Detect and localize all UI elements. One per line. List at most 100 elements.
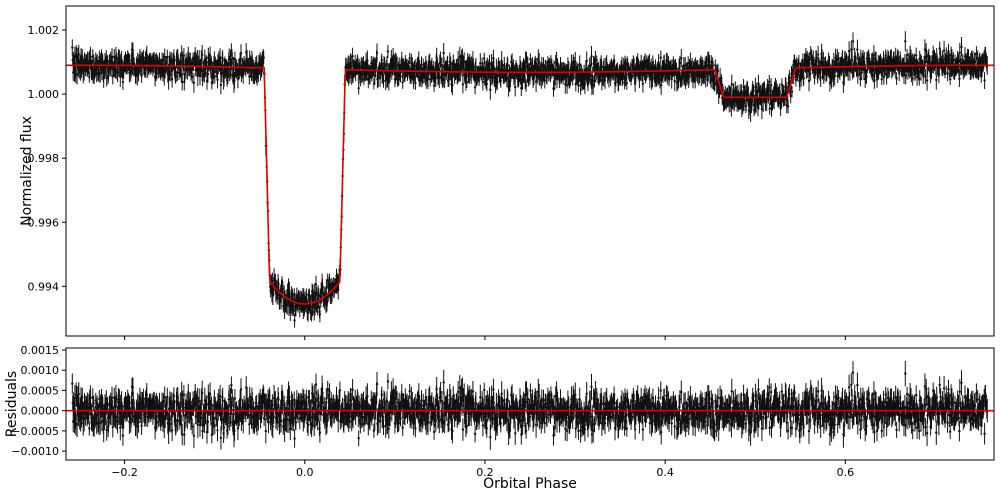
residual-point xyxy=(182,393,186,397)
residual-point xyxy=(115,398,118,401)
y-tick-label: 0.998 xyxy=(28,152,60,165)
residual-point xyxy=(97,425,101,429)
flux-point xyxy=(905,53,909,57)
residual-point xyxy=(168,418,171,421)
residual-point xyxy=(222,426,226,429)
flux-point xyxy=(538,61,541,64)
flux-point xyxy=(233,79,236,82)
flux-point xyxy=(330,282,333,285)
flux-point xyxy=(729,94,732,97)
flux-point xyxy=(872,54,876,57)
flux-point xyxy=(281,287,284,290)
residual-point xyxy=(228,394,231,397)
flux-point xyxy=(925,79,929,82)
flux-point xyxy=(603,78,607,82)
flux-point xyxy=(609,74,612,78)
residual-point xyxy=(106,403,109,406)
residual-point xyxy=(144,412,148,415)
residual-point xyxy=(231,396,234,399)
flux-point xyxy=(880,78,883,81)
residual-point xyxy=(186,416,189,419)
flux-point xyxy=(130,70,133,73)
flux-point xyxy=(684,64,687,67)
residual-point xyxy=(169,422,172,426)
flux-point xyxy=(687,61,690,65)
flux-point xyxy=(483,57,486,60)
residual-point xyxy=(137,421,140,424)
flux-point xyxy=(942,49,946,52)
residual-point xyxy=(75,423,79,426)
residual-point xyxy=(209,411,213,415)
flux-point xyxy=(949,78,952,81)
flux-point xyxy=(938,47,941,50)
flux-point xyxy=(904,40,907,43)
flux-point xyxy=(616,68,619,71)
flux-point xyxy=(545,75,549,79)
residual-point xyxy=(116,420,119,423)
flux-point xyxy=(754,86,757,89)
residual-point xyxy=(166,395,169,399)
residual-point xyxy=(155,421,159,424)
flux-point xyxy=(489,88,492,91)
flux-point xyxy=(200,70,203,73)
residual-point xyxy=(134,422,138,426)
flux-point xyxy=(895,77,898,80)
residual-point xyxy=(110,396,114,399)
residual-point xyxy=(119,426,122,429)
flux-point xyxy=(481,80,485,84)
flux-point xyxy=(106,60,109,63)
flux-point xyxy=(951,69,954,72)
flux-point xyxy=(859,77,862,81)
flux-point xyxy=(479,62,482,65)
flux-point xyxy=(226,76,230,79)
residual-point xyxy=(120,401,123,405)
flux-point xyxy=(543,79,546,82)
flux-point xyxy=(625,82,628,85)
flux-point xyxy=(975,52,978,55)
flux-point xyxy=(790,90,794,93)
flux-point xyxy=(88,75,91,79)
residual-point xyxy=(172,394,176,398)
residual-point xyxy=(181,433,184,436)
flux-point xyxy=(967,56,970,60)
light-curve-panel: 0.994 0.996 0.998 1.000 1.002 Normalized flu… xyxy=(19,5,995,340)
flux-point xyxy=(326,279,329,282)
flux-point xyxy=(385,63,389,66)
flux-point xyxy=(163,55,166,59)
flux-point xyxy=(659,71,662,74)
flux-point xyxy=(495,67,498,70)
residual-point xyxy=(203,422,206,425)
flux-point xyxy=(210,61,213,64)
flux-point xyxy=(915,54,918,57)
flux-point xyxy=(206,72,210,76)
flux-point xyxy=(713,82,716,86)
residual-point xyxy=(196,423,199,427)
flux-point xyxy=(816,53,820,56)
flux-point xyxy=(115,56,118,60)
flux-point xyxy=(439,58,442,61)
residual-point xyxy=(73,397,77,400)
flux-point xyxy=(716,69,720,73)
flux-point xyxy=(657,61,660,64)
flux-point xyxy=(673,79,676,83)
flux-point xyxy=(660,83,663,87)
flux-point xyxy=(89,55,92,58)
flux-point xyxy=(221,59,224,62)
residual-point xyxy=(201,391,204,395)
flux-point xyxy=(155,72,159,75)
residual-point xyxy=(191,425,194,428)
flux-point xyxy=(239,52,243,55)
residual-point xyxy=(101,404,105,408)
flux-point xyxy=(248,75,251,78)
flux-point xyxy=(620,64,624,68)
flux-point xyxy=(641,82,645,86)
flux-point xyxy=(145,53,148,57)
flux-point xyxy=(797,62,801,65)
flux-point xyxy=(802,77,805,80)
residual-point xyxy=(179,402,182,405)
y-tick-label: 1.000 xyxy=(28,88,60,101)
residual-point xyxy=(98,397,101,401)
residual-point xyxy=(216,429,219,432)
flux-point xyxy=(792,68,795,71)
flux-point xyxy=(262,56,265,59)
